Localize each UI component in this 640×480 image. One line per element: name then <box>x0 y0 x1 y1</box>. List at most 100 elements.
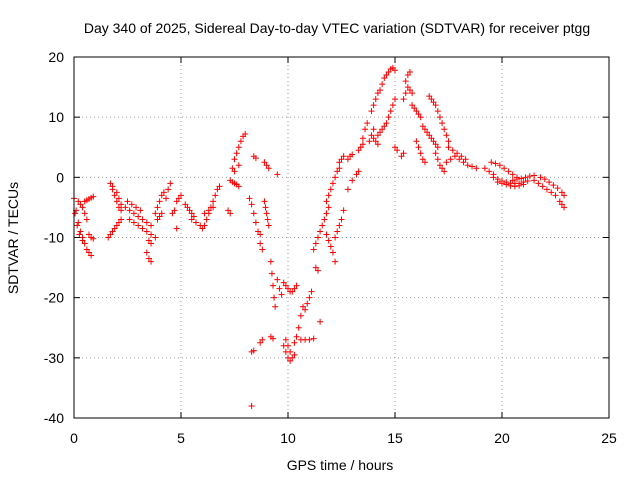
data-point <box>387 108 394 115</box>
data-point <box>113 222 120 229</box>
data-point <box>289 288 296 295</box>
data-point <box>154 216 161 223</box>
data-point <box>173 225 180 232</box>
data-point <box>263 162 270 169</box>
data-point <box>323 231 330 238</box>
data-point <box>434 108 441 115</box>
data-point <box>295 324 302 331</box>
data-point <box>561 192 568 199</box>
data-point <box>235 144 242 151</box>
data-point <box>355 147 362 154</box>
data-point <box>113 189 120 196</box>
data-point <box>344 156 351 163</box>
data-point <box>299 303 306 310</box>
data-point <box>509 171 516 178</box>
data-point <box>336 165 343 172</box>
data-point <box>167 180 174 187</box>
data-point <box>188 210 195 217</box>
data-point <box>402 90 409 97</box>
data-point <box>554 185 561 192</box>
data-point <box>259 336 266 343</box>
data-point <box>392 96 398 103</box>
data-point <box>205 207 212 214</box>
data-point <box>366 138 373 145</box>
data-point <box>282 282 289 289</box>
data-point <box>79 204 86 211</box>
data-point <box>524 177 531 184</box>
data-point <box>432 141 439 148</box>
chart-title: Day 340 of 2025, Sidereal Day-to-day VTE… <box>84 20 590 36</box>
data-point <box>113 198 120 205</box>
data-point <box>274 171 281 178</box>
x-tick-label: 20 <box>494 430 510 446</box>
data-point <box>329 249 336 256</box>
data-point <box>379 81 386 88</box>
data-point <box>115 204 122 211</box>
data-point <box>392 144 398 151</box>
data-point <box>473 165 480 172</box>
data-point <box>488 159 495 166</box>
data-point <box>400 150 407 157</box>
data-point <box>436 114 443 121</box>
data-point <box>357 144 364 151</box>
data-point <box>537 174 544 181</box>
data-point <box>212 192 219 199</box>
data-point <box>349 177 356 184</box>
data-point <box>409 102 416 109</box>
data-point <box>314 234 321 241</box>
data-point <box>145 255 152 262</box>
data-point <box>107 180 114 187</box>
data-point <box>192 219 199 226</box>
data-point <box>336 222 343 229</box>
data-point <box>451 153 458 160</box>
data-point <box>72 210 79 217</box>
data-point <box>327 243 334 250</box>
data-point <box>349 151 356 158</box>
data-point <box>111 225 118 232</box>
data-point <box>426 93 433 100</box>
data-point <box>428 135 435 142</box>
data-point <box>302 306 309 313</box>
data-point <box>329 180 336 187</box>
data-point <box>235 162 242 169</box>
data-point <box>199 225 206 232</box>
data-point <box>456 156 463 163</box>
data-point <box>128 201 135 208</box>
data-point <box>248 402 255 409</box>
y-tick-label: -20 <box>44 290 64 306</box>
data-point <box>148 258 155 265</box>
data-point <box>464 162 471 169</box>
data-point <box>558 201 565 208</box>
data-point <box>434 144 441 151</box>
data-point <box>130 219 137 226</box>
data-point <box>332 174 339 181</box>
data-point <box>392 67 398 74</box>
data-point <box>163 195 170 202</box>
data-point <box>297 312 304 319</box>
x-tick-label: 15 <box>387 430 403 446</box>
data-point <box>201 222 208 229</box>
data-point <box>148 231 155 238</box>
data-point <box>439 165 446 172</box>
data-point <box>257 240 264 247</box>
data-point <box>419 156 426 163</box>
data-point <box>291 339 298 346</box>
data-point <box>413 108 420 115</box>
data-point <box>355 168 362 175</box>
data-point <box>377 87 384 94</box>
data-point <box>184 204 191 211</box>
y-tick-labels: -40 -30 -20 -10 0 10 20 <box>44 49 64 426</box>
data-point <box>261 159 268 166</box>
data-point <box>137 207 144 214</box>
data-point <box>201 210 208 217</box>
data-points <box>71 64 568 409</box>
data-point <box>76 231 83 238</box>
data-point <box>287 357 294 364</box>
data-point <box>111 192 118 199</box>
data-point <box>306 294 313 301</box>
data-point <box>274 276 281 283</box>
data-point <box>481 165 488 172</box>
data-point <box>312 264 319 271</box>
data-point <box>458 153 465 160</box>
x-tick-label: 25 <box>601 430 617 446</box>
